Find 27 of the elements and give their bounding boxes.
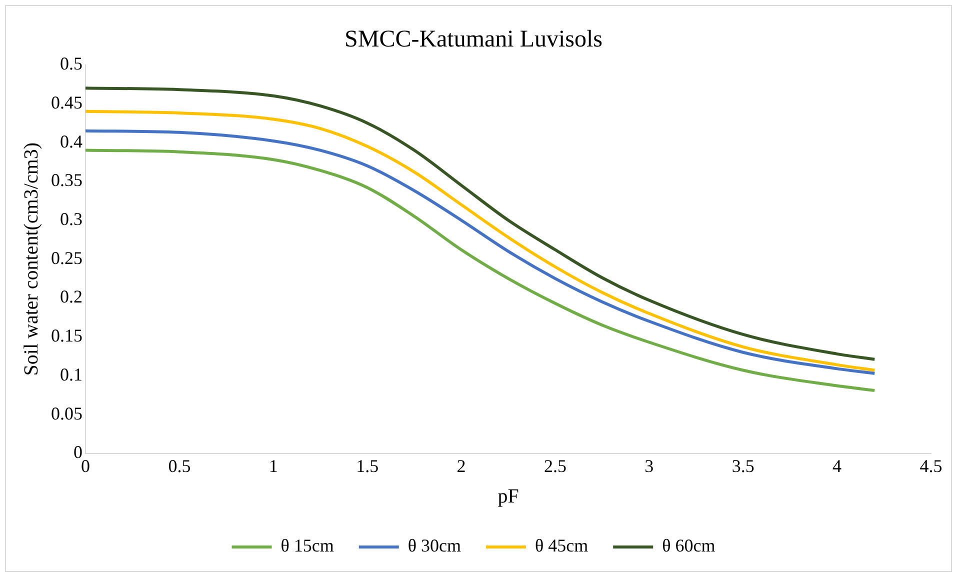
y-tick-label: 0.45 (51, 92, 82, 112)
chart-title: SMCC-Katumani Luvisols (344, 26, 603, 53)
x-tick-label: 2.5 (544, 456, 566, 476)
x-tick-label: 0.5 (168, 456, 191, 476)
x-tick-label: 4 (832, 456, 842, 476)
legend-label: θ 45cm (535, 536, 588, 556)
y-tick-label: 0.35 (51, 170, 82, 190)
x-tick-label: 1 (268, 456, 278, 476)
y-tick-label: 0.2 (60, 286, 82, 307)
x-tick-label: 3.5 (732, 456, 754, 476)
y-tick-label: 0.25 (51, 248, 82, 268)
x-tick-label: 3 (644, 456, 654, 476)
legend-label: θ 30cm (408, 536, 462, 556)
y-tick-label: 0.05 (51, 403, 82, 424)
y-tick-label: 0.15 (51, 326, 82, 346)
y-tick-label: 0.5 (60, 54, 82, 74)
y-tick-label: 0 (74, 442, 82, 462)
legend-label: θ 60cm (662, 536, 716, 556)
y-tick-label: 0.3 (60, 208, 82, 229)
x-axis-title: pF (498, 485, 519, 508)
legend-label: θ 15cm (280, 536, 334, 556)
y-tick-label: 0.1 (60, 364, 82, 384)
y-axis-title: Soil water content(cm3/cm3) (20, 142, 42, 376)
x-tick-label: 4.5 (920, 456, 942, 476)
x-tick-label: 2 (456, 456, 466, 476)
y-tick-label: 0.4 (60, 131, 82, 152)
x-tick-label: 1.5 (356, 456, 379, 476)
